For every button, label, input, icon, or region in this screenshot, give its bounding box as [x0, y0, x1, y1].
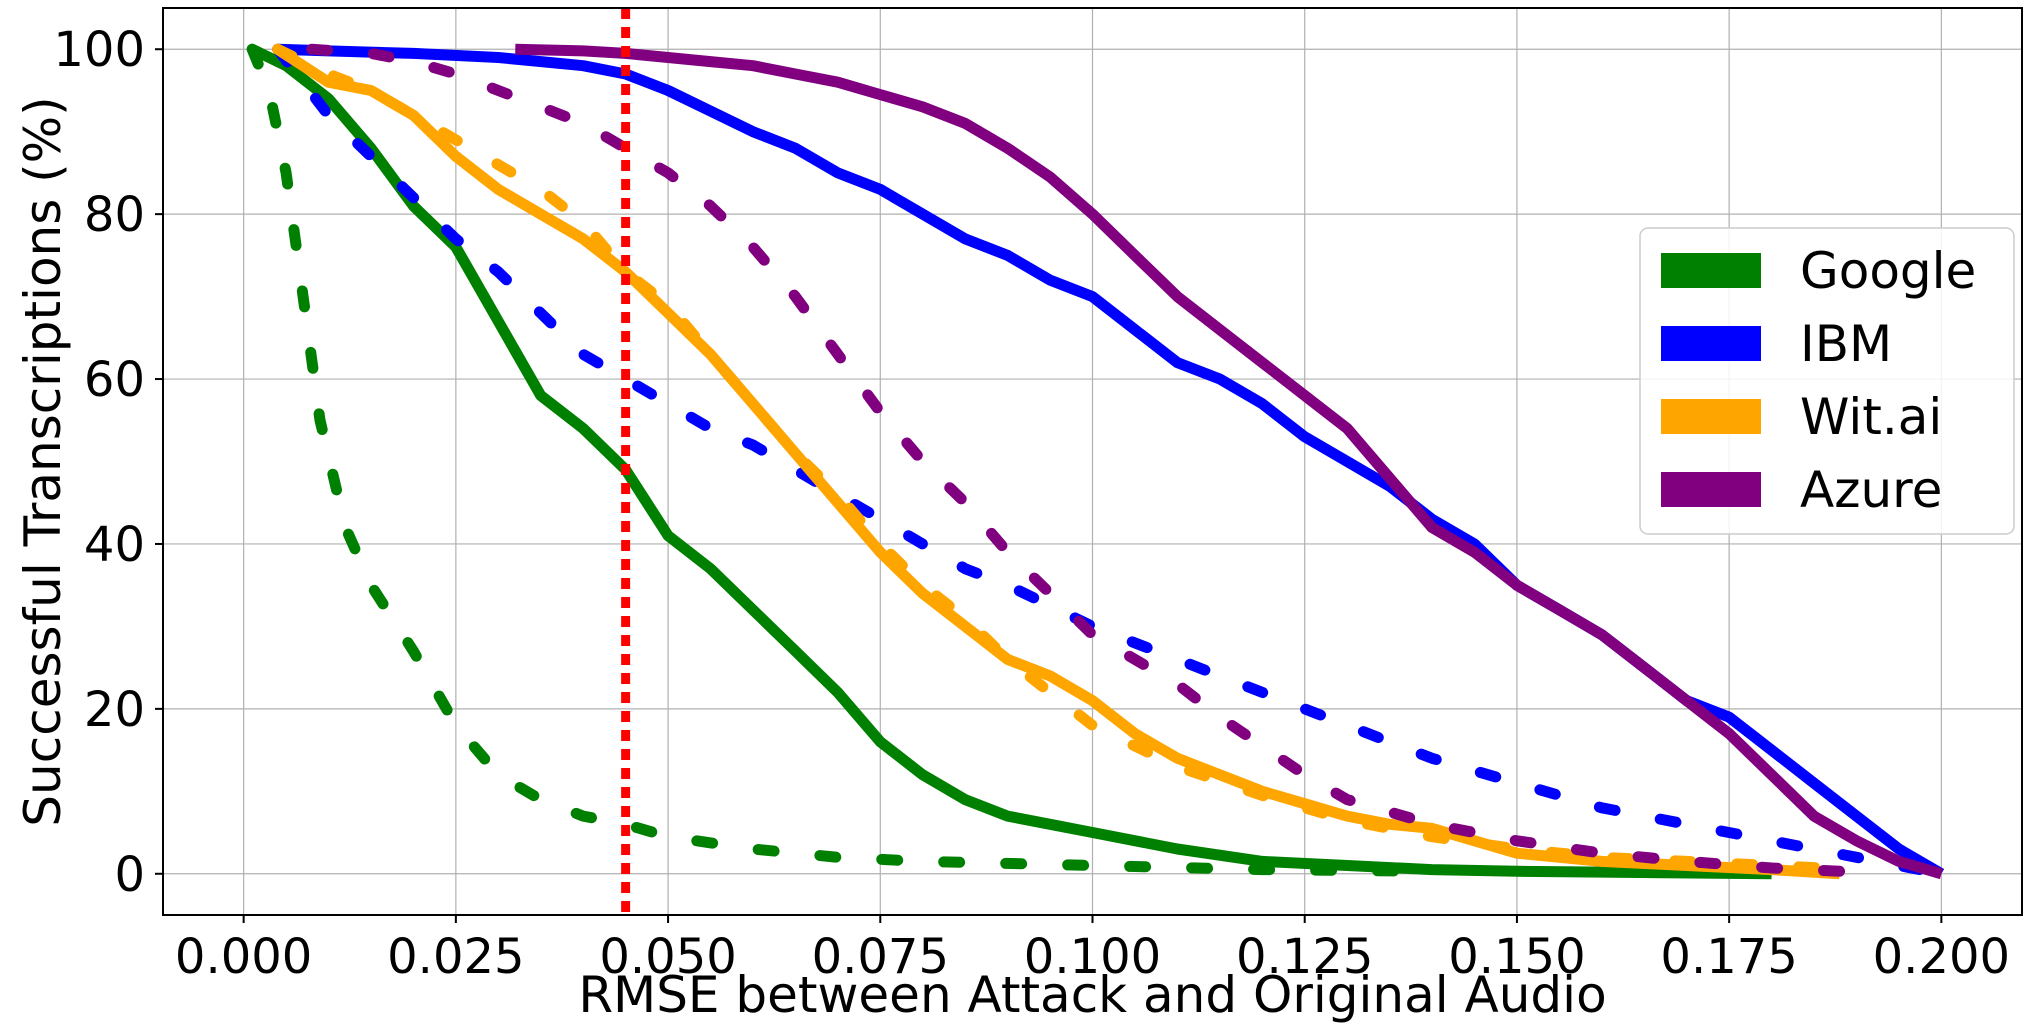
series-google-solid — [249, 44, 1772, 880]
legend-swatch-wit-ai — [1661, 399, 1761, 434]
y-tick-label: 0 — [114, 847, 145, 903]
y-tick-label: 100 — [53, 22, 145, 78]
x-tick-label: 0.150 — [1448, 929, 1585, 985]
y-tick-label: 80 — [84, 187, 145, 243]
x-tick-label: 0.175 — [1660, 929, 1797, 985]
x-tick-label: 0.025 — [387, 929, 524, 985]
legend-label: IBM — [1800, 315, 1892, 373]
series-google-dashed — [246, 43, 1438, 877]
x-axis-label: RMSE between Attack and Original Audio — [578, 966, 1606, 1024]
x-tick-label: 0.000 — [175, 929, 312, 985]
legend-label: Azure — [1800, 461, 1942, 519]
y-axis-label: Successful Transcriptions (%) — [14, 96, 72, 826]
y-tick-label: 60 — [84, 352, 145, 408]
series-wit-ai-dashed — [272, 43, 1862, 876]
series-azure-solid — [515, 43, 1943, 880]
legend-label: Google — [1800, 242, 1976, 300]
series-ibm-dashed — [272, 43, 1947, 880]
legend-box — [1639, 227, 2015, 535]
x-tick-label: 0.200 — [1873, 929, 2010, 985]
x-tick-label: 0.075 — [812, 929, 949, 985]
legend-swatch-ibm — [1661, 326, 1761, 361]
legend-swatch-google — [1661, 253, 1761, 288]
y-tick-label: 40 — [84, 517, 145, 573]
x-tick-label: 0.125 — [1236, 929, 1373, 985]
series-lines — [246, 43, 1947, 880]
tick-labels: 0.000 0.025 0.050 0.075 0.100 0.125 0.150 0.175… — [53, 22, 2010, 985]
x-tick-label: 0.100 — [1024, 929, 1161, 985]
legend-label: Wit.ai — [1800, 388, 1942, 446]
x-tick-label: 0.050 — [599, 929, 736, 985]
legend: Google IBM Wit.ai Azure — [1639, 227, 2015, 535]
y-tick-label: 20 — [84, 682, 145, 738]
series-azure-dashed — [306, 43, 1862, 878]
legend-swatch-azure — [1661, 472, 1761, 507]
